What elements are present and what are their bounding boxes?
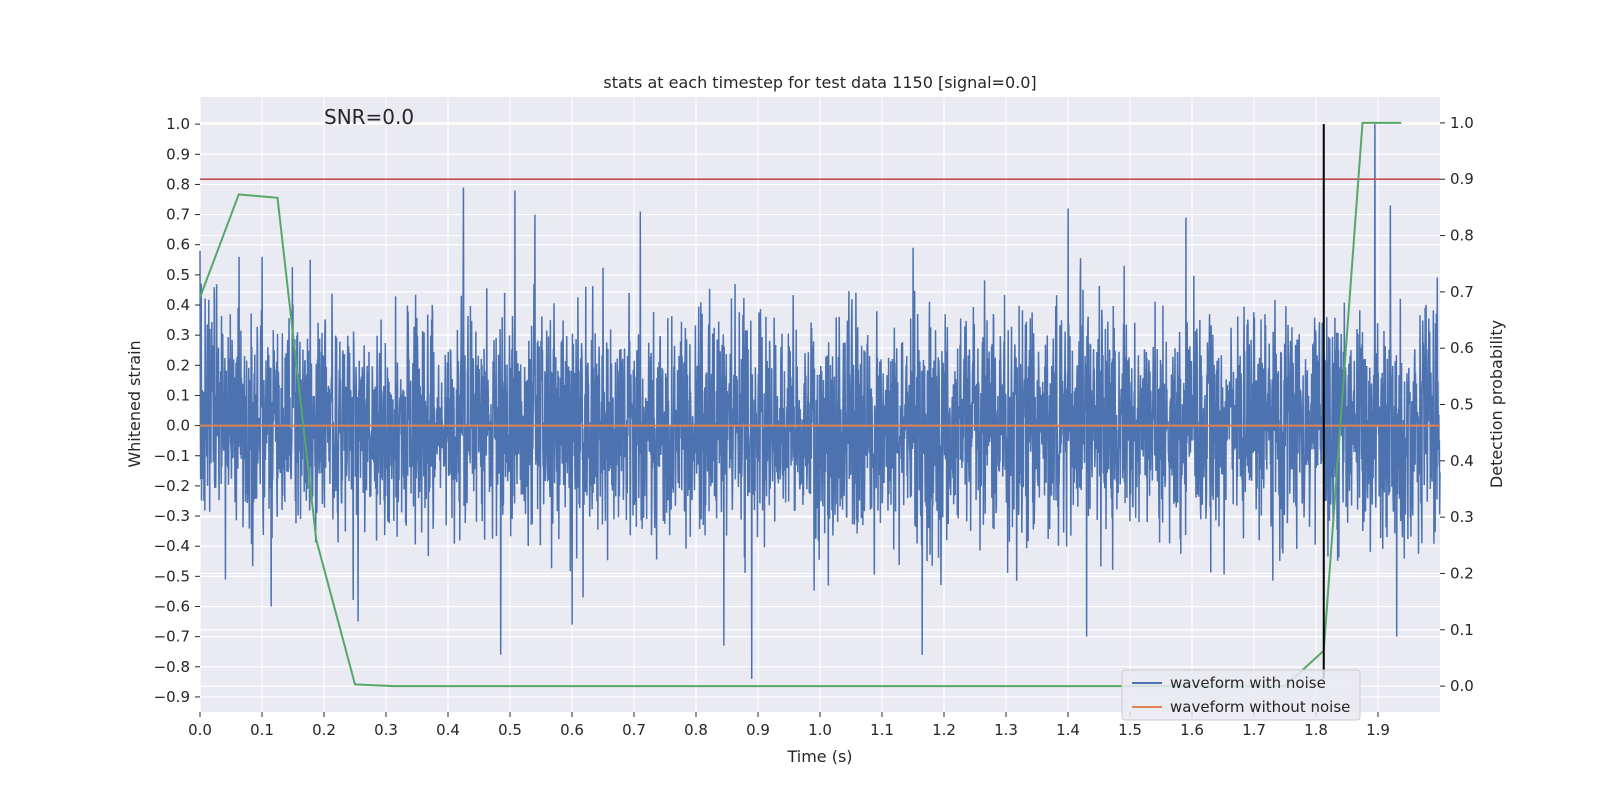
y2-tick-label: 0.1 bbox=[1450, 621, 1474, 639]
x-tick-label: 1.1 bbox=[870, 721, 894, 739]
y-axis-label: Whitened strain bbox=[125, 340, 144, 467]
y-tick-label: 0.5 bbox=[166, 266, 190, 284]
y-tick-label: 0.7 bbox=[166, 206, 190, 224]
y2-tick-label: 0.6 bbox=[1450, 339, 1474, 357]
y-tick-label: 0.8 bbox=[166, 175, 190, 193]
y-tick-label: −0.7 bbox=[154, 628, 190, 646]
legend: waveform with noise waveform without noi… bbox=[1121, 669, 1361, 721]
x-tick-label: 1.2 bbox=[932, 721, 956, 739]
x-tick-label: 1.4 bbox=[1056, 721, 1080, 739]
x-tick-label: 0.6 bbox=[560, 721, 584, 739]
y-tick-label: 0.9 bbox=[166, 145, 190, 163]
y-tick-label: −0.9 bbox=[154, 688, 190, 706]
y-tick-label: 1.0 bbox=[166, 115, 190, 133]
x-tick-label: 0.2 bbox=[312, 721, 336, 739]
y2-tick-label: 0.5 bbox=[1450, 396, 1474, 414]
y-tick-label: 0.4 bbox=[166, 296, 190, 314]
y-tick-label: −0.5 bbox=[154, 567, 190, 585]
snr-annotation: SNR=0.0 bbox=[324, 105, 414, 129]
y-tick-label: −0.1 bbox=[154, 447, 190, 465]
y-tick-label: 0.6 bbox=[166, 236, 190, 254]
x-tick-label: 0.4 bbox=[436, 721, 460, 739]
y2-tick-label: 0.0 bbox=[1450, 677, 1474, 695]
y-tick-label: 0.2 bbox=[166, 356, 190, 374]
x-tick-label: 1.0 bbox=[808, 721, 832, 739]
x-tick-label: 1.6 bbox=[1180, 721, 1204, 739]
x-tick-label: 0.1 bbox=[250, 721, 274, 739]
y-tick-label: 0.3 bbox=[166, 326, 190, 344]
series-waveform-with-noise bbox=[199, 124, 1441, 679]
legend-label-clean: waveform without noise bbox=[1170, 698, 1350, 716]
x-tick-label: 1.5 bbox=[1118, 721, 1142, 739]
x-tick-label: 1.7 bbox=[1242, 721, 1266, 739]
y2-tick-label: 0.3 bbox=[1450, 508, 1474, 526]
x-tick-label: 0.3 bbox=[374, 721, 398, 739]
legend-box bbox=[1121, 669, 1361, 721]
x-tick-label: 0.8 bbox=[684, 721, 708, 739]
x-tick-label: 0.0 bbox=[188, 721, 212, 739]
legend-label-noise: waveform with noise bbox=[1170, 674, 1326, 692]
y-tick-label: −0.4 bbox=[154, 537, 190, 555]
y2-tick-label: 0.7 bbox=[1450, 283, 1474, 301]
x-axis-label: Time (s) bbox=[786, 747, 852, 766]
x-tick-label: 0.7 bbox=[622, 721, 646, 739]
y-tick-label: 0.1 bbox=[166, 386, 190, 404]
x-tick-label: 1.9 bbox=[1366, 721, 1390, 739]
y-tick-label: −0.2 bbox=[154, 477, 190, 495]
chart-title: stats at each timestep for test data 115… bbox=[603, 73, 1036, 92]
x-tick-label: 1.3 bbox=[994, 721, 1018, 739]
y-tick-label: −0.8 bbox=[154, 658, 190, 676]
y-tick-label: −0.3 bbox=[154, 507, 190, 525]
x-tick-label: 0.9 bbox=[746, 721, 770, 739]
y2-tick-label: 0.2 bbox=[1450, 564, 1474, 582]
y-tick-label: 0.0 bbox=[166, 417, 190, 435]
y2-tick-label: 0.9 bbox=[1450, 170, 1474, 188]
y2-tick-label: 0.4 bbox=[1450, 452, 1474, 470]
y2-tick-label: 1.0 bbox=[1450, 114, 1474, 132]
series-layer bbox=[199, 121, 1441, 688]
x-tick-label: 1.8 bbox=[1304, 721, 1328, 739]
y2-axis-label: Detection probability bbox=[1487, 320, 1506, 488]
y2-tick-label: 0.8 bbox=[1450, 227, 1474, 245]
y-tick-label: −0.6 bbox=[154, 597, 190, 615]
axes: 0.0 0.1 0.2 0.3 0.4 0.5 0.6 0.7 0.8 0.9 1.0 1.1 1.2 1… bbox=[154, 114, 1474, 739]
series-detection-probability bbox=[199, 121, 1402, 688]
x-tick-label: 0.5 bbox=[498, 721, 522, 739]
